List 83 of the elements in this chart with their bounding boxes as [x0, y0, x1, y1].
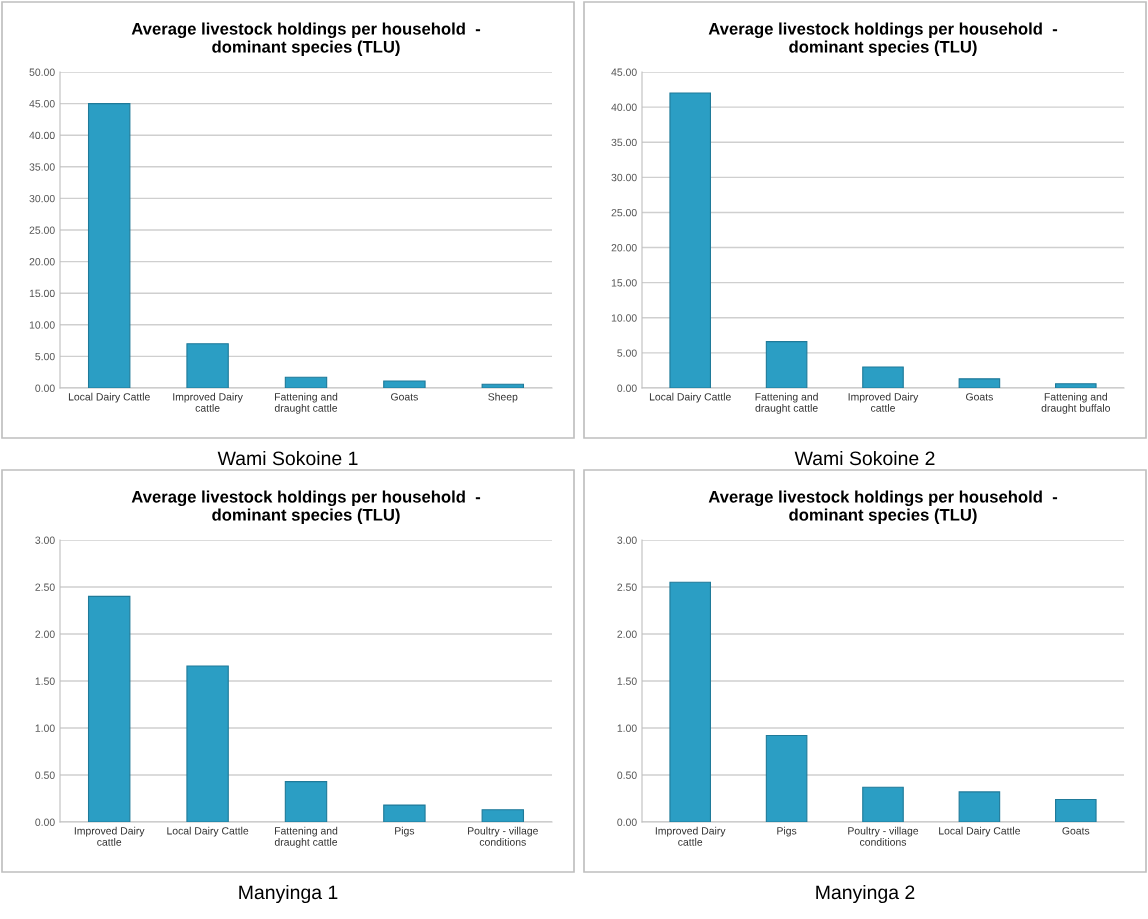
bar	[87, 103, 131, 388]
x-tick-label: Goats	[966, 393, 993, 401]
y-tick-label: 20.00	[29, 258, 55, 266]
y-tick-label: 5.00	[617, 349, 637, 357]
y-tick-label: 2.50	[617, 583, 637, 591]
x-tick-label: Goats	[391, 393, 418, 401]
y-tick-label: 15.00	[611, 279, 637, 287]
bar	[481, 383, 525, 388]
bar	[669, 92, 711, 388]
bar	[186, 343, 229, 388]
bar	[1055, 383, 1097, 388]
y-tick-label: 5.00	[35, 352, 55, 361]
x-tick-label: Local Dairy Cattle	[167, 826, 249, 837]
x-tick-label: Improved Dairy cattle	[655, 826, 726, 846]
y-tick-label: 2.00	[35, 630, 55, 638]
y-tick-label: 1.50	[617, 677, 637, 685]
y-tick-label: 30.00	[611, 173, 637, 182]
y-tick-label: 0.00	[35, 818, 55, 826]
x-tick-label: Local Dairy Cattle	[649, 392, 731, 403]
text: Wami Sokoine 1	[217, 450, 358, 466]
y-tick-label: 3.00	[35, 536, 55, 544]
bar	[862, 786, 904, 822]
bar	[669, 581, 711, 822]
y-tick-label: 35.00	[29, 163, 55, 171]
x-tick-label: Poultry - village conditions	[468, 826, 538, 846]
y-tick-label: 0.50	[35, 771, 55, 779]
x-tick-label: Goats	[1062, 827, 1090, 835]
text: Manyinga 2	[816, 884, 915, 904]
bar	[284, 781, 328, 822]
y-tick-label: 35.00	[611, 138, 637, 147]
bar	[958, 378, 1001, 388]
x-tick-label: Pigs	[777, 826, 797, 837]
y-tick-label: 25.00	[29, 226, 55, 234]
y-tick-label: 3.00	[617, 536, 637, 544]
y-tick-label: 20.00	[611, 244, 637, 252]
chart-title: Average livestock holdings per household - dominant species (TLU)	[708, 490, 1058, 525]
x-tick-label: Improved Dairy cattle	[74, 826, 145, 846]
x-tick-label: Improved Dairy cattle	[173, 392, 243, 412]
bar	[284, 376, 328, 388]
bar	[481, 809, 525, 822]
y-tick-label: 0.00	[617, 818, 637, 826]
bar	[383, 804, 426, 822]
bar	[765, 341, 808, 388]
y-tick-label: 30.00	[29, 194, 55, 203]
y-tick-label: 1.00	[35, 724, 55, 732]
chart-title: Average livestock holdings per household - dominant species (TLU)	[708, 22, 1058, 57]
y-tick-label: 50.00	[29, 68, 55, 76]
x-tick-label: Fattening and draught cattle	[274, 826, 338, 848]
y-tick-label: 1.00	[617, 724, 637, 732]
bar	[383, 380, 426, 388]
bar	[765, 734, 808, 822]
text: Manyinga 1	[239, 884, 338, 904]
bar	[958, 791, 1001, 822]
x-tick-label: Local Dairy Cattle	[939, 826, 1021, 837]
x-tick-label: Local Dairy Cattle	[68, 392, 150, 403]
x-tick-label: Fattening and draught buffalo	[1041, 392, 1111, 414]
x-tick-label: Sheep	[488, 392, 518, 403]
y-tick-label: 0.50	[617, 771, 637, 779]
y-tick-label: 10.00	[611, 314, 637, 322]
y-tick-label: 10.00	[29, 321, 55, 329]
bar	[186, 665, 229, 822]
y-tick-label: 2.00	[617, 630, 637, 638]
y-tick-label: 15.00	[29, 289, 55, 298]
y-tick-label: 40.00	[29, 131, 55, 140]
y-tick-label: 25.00	[611, 208, 637, 217]
x-tick-label: Fattening and draught cattle	[755, 392, 818, 414]
text: Wami Sokoine 2	[794, 450, 935, 466]
x-tick-label: Pigs	[395, 826, 415, 837]
y-tick-label: 40.00	[611, 103, 637, 111]
x-tick-label: Fattening and draught cattle	[274, 392, 338, 414]
bar	[862, 366, 904, 388]
y-tick-label: 2.50	[35, 583, 55, 591]
y-tick-label: 45.00	[29, 100, 55, 108]
y-tick-label: 0.00	[35, 384, 55, 392]
y-tick-label: 45.00	[611, 68, 637, 76]
y-tick-label: 1.50	[35, 677, 55, 685]
bar	[87, 595, 131, 822]
x-tick-label: Poultry - village conditions	[848, 826, 919, 846]
chart-title: Average livestock holdings per household - dominant species (TLU)	[131, 490, 481, 525]
y-tick-label: 0.00	[617, 384, 637, 392]
x-tick-label: Improved Dairy cattle	[848, 392, 919, 412]
chart-title: Average livestock holdings per household - dominant species (TLU)	[131, 22, 481, 57]
bar	[1055, 798, 1097, 822]
